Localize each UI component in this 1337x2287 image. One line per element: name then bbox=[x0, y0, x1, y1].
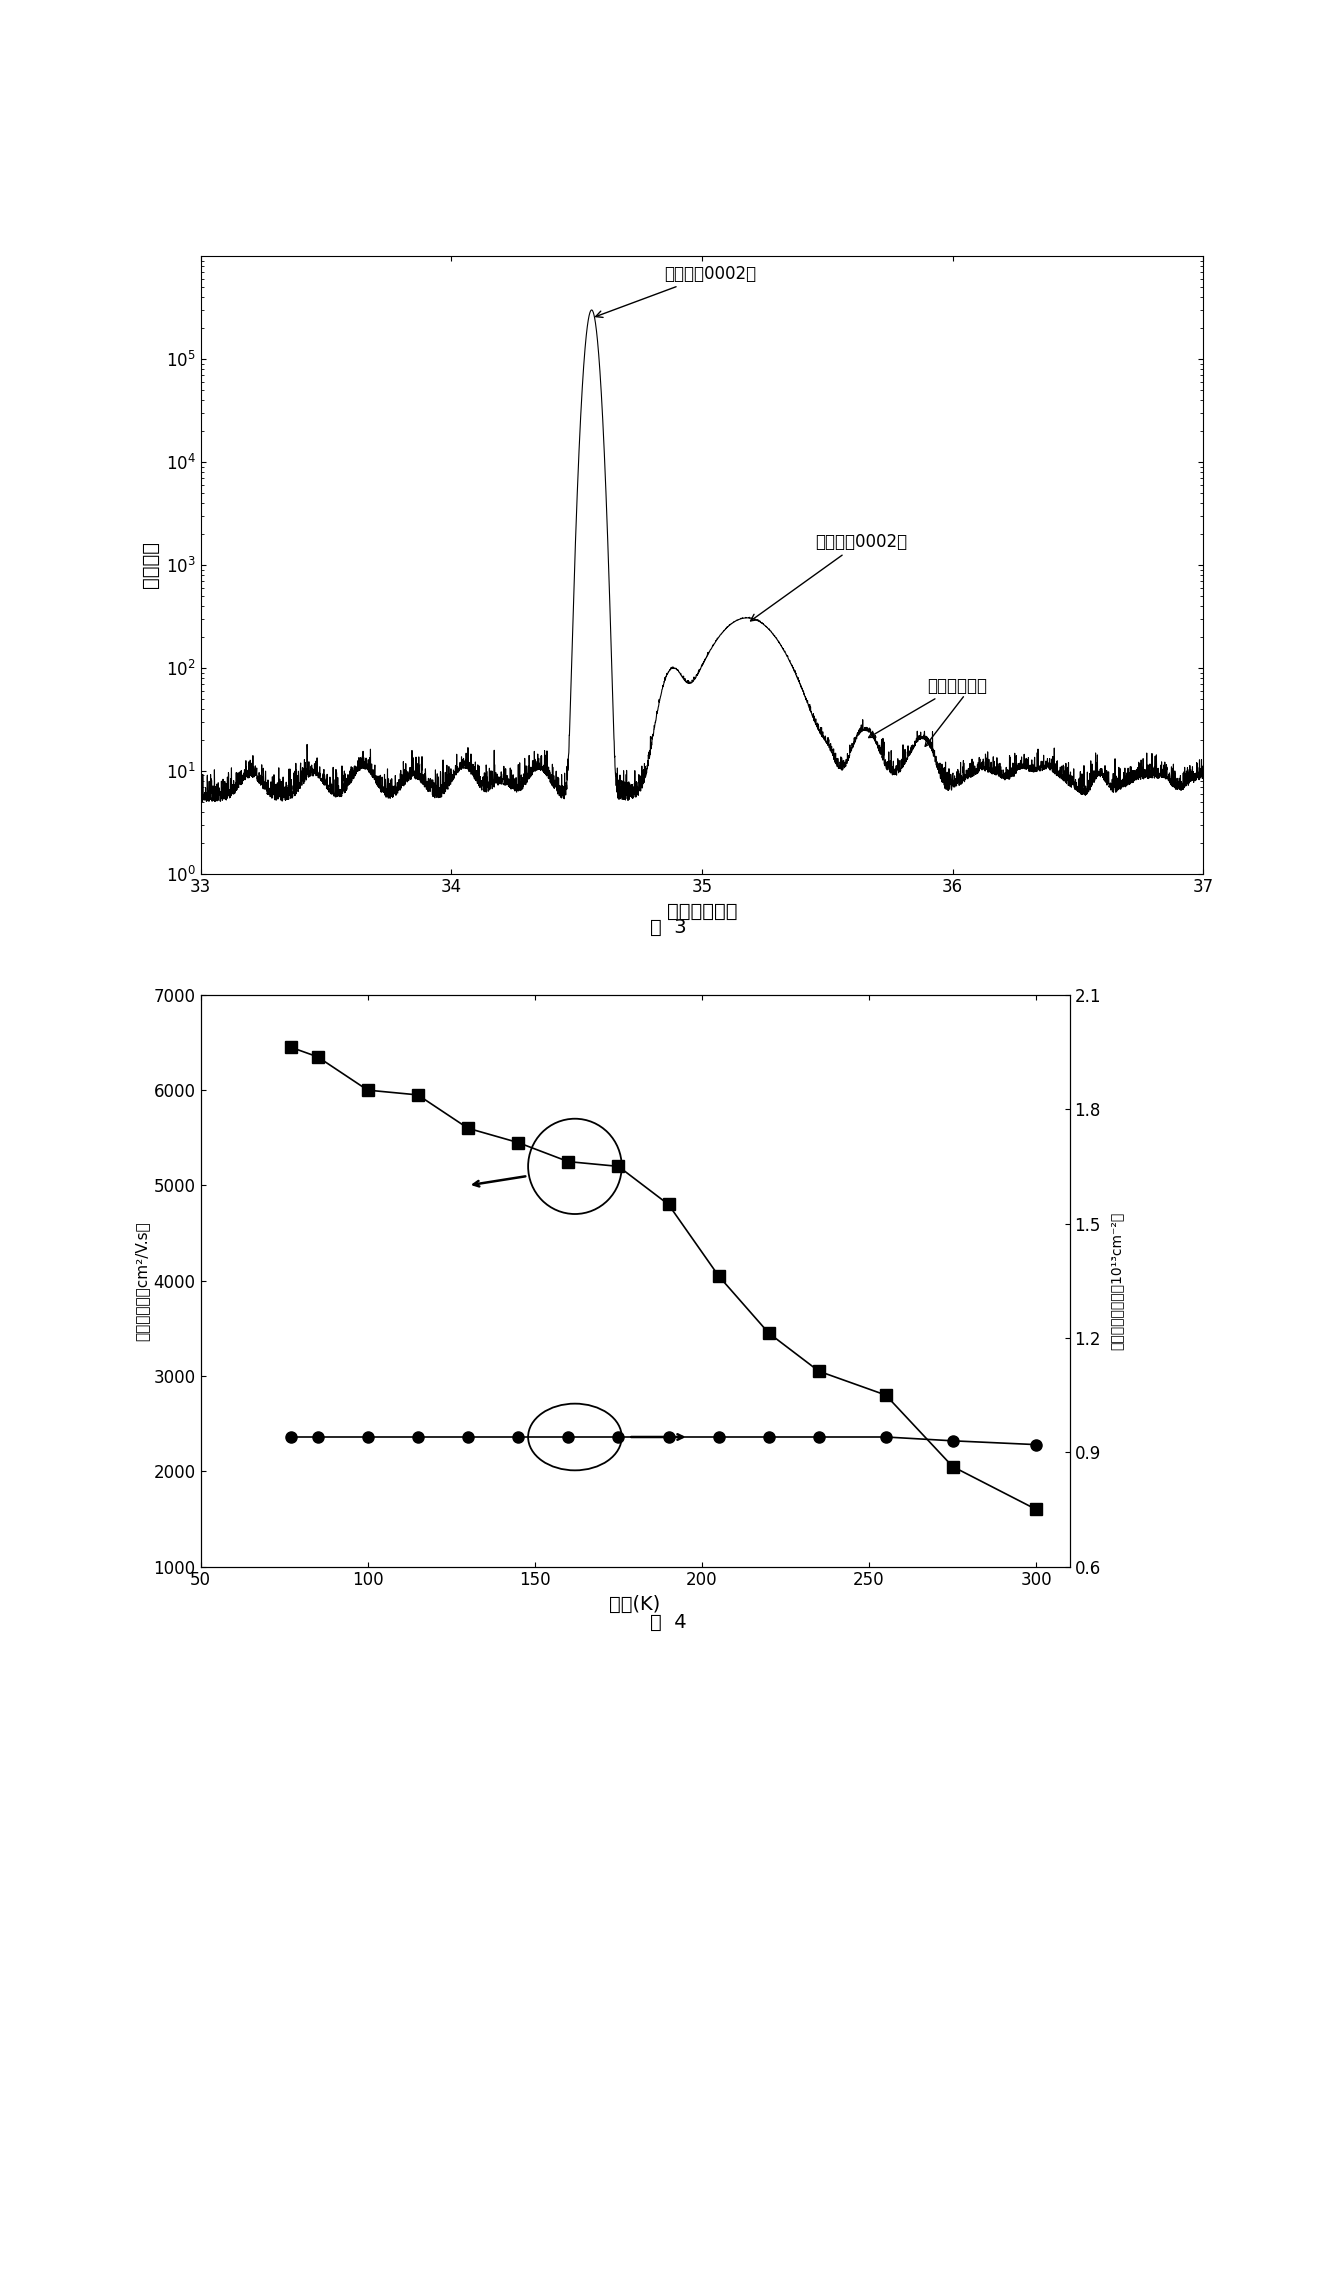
Text: 图  3: 图 3 bbox=[650, 917, 687, 938]
Text: 氯化锂（0002）: 氯化锂（0002） bbox=[596, 265, 757, 318]
Y-axis label: 电子迁移率（cm²/V.s）: 电子迁移率（cm²/V.s） bbox=[135, 1221, 150, 1340]
X-axis label: 温度(K): 温度(K) bbox=[610, 1594, 660, 1615]
Text: 厅度干涉条纹: 厅度干涉条纹 bbox=[869, 677, 988, 736]
X-axis label: 衍射角（度）: 衍射角（度） bbox=[667, 901, 737, 922]
Y-axis label: 衍射强度: 衍射强度 bbox=[142, 542, 160, 588]
Text: 铝锂氮（0002）: 铝锂氮（0002） bbox=[750, 533, 906, 620]
Y-axis label: 二维电子气浓度（10¹³cm⁻²）: 二维电子气浓度（10¹³cm⁻²） bbox=[1110, 1212, 1123, 1349]
Text: 图  4: 图 4 bbox=[650, 1612, 687, 1633]
